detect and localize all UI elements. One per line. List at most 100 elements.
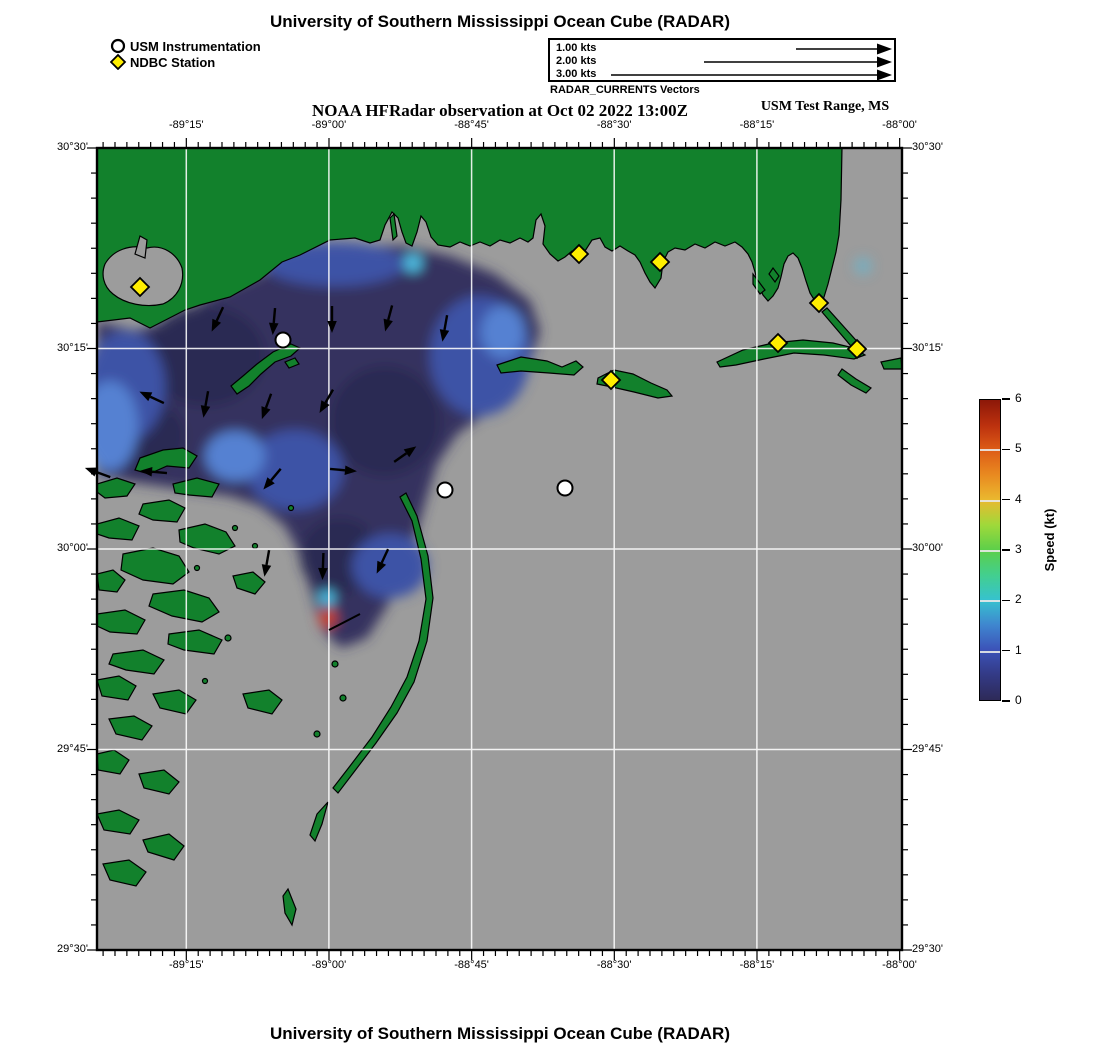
ndbc-station-marker xyxy=(129,276,151,298)
usm-instrumentation-marker xyxy=(274,331,292,349)
usm-instrumentation-marker xyxy=(436,481,454,499)
marsh xyxy=(232,571,266,595)
ndbc-station-marker xyxy=(767,332,789,354)
colorbar-tick xyxy=(1002,549,1010,551)
usm-instrumentation-marker xyxy=(556,479,574,497)
lat-tick-label: 29°45' xyxy=(57,742,88,755)
colorbar-tick xyxy=(1002,398,1010,400)
lat-tick-label: 29°30' xyxy=(912,943,943,955)
colorbar-unit-line xyxy=(980,550,1000,552)
colorbar-tick-label: 2 xyxy=(1015,592,1022,607)
lat-tick-label: 30°15' xyxy=(912,341,943,354)
vector-scale-label: 1.00 kts xyxy=(556,42,597,54)
lon-tick-label: -88°30' xyxy=(596,959,632,971)
current-vector-arrow xyxy=(376,548,390,574)
island xyxy=(284,357,300,369)
marsh xyxy=(102,859,147,887)
ndbc-station-marker xyxy=(649,251,671,273)
marsh-dot xyxy=(224,634,232,642)
current-vector-arrow xyxy=(140,466,168,477)
legend-item-ndbc: NDBC Station xyxy=(110,54,261,70)
colorbar-tick xyxy=(1002,448,1010,451)
marsh-dot xyxy=(193,564,201,572)
marsh xyxy=(167,629,223,655)
lon-tick-label: -89°15' xyxy=(168,959,204,971)
lon-tick-label: -88°00' xyxy=(882,959,917,971)
marsh xyxy=(134,447,198,475)
lon-tick-label: -89°15' xyxy=(168,119,204,131)
current-vector-arrow xyxy=(327,306,337,333)
lat-tick-label: 30°00' xyxy=(912,542,943,554)
marsh xyxy=(138,769,180,795)
vector-scale-label: 3.00 kts xyxy=(556,68,597,80)
map-key: USM Instrumentation NDBC Station xyxy=(110,38,261,70)
marsh xyxy=(108,649,165,675)
marsh xyxy=(97,569,126,593)
radar-speed-overlay xyxy=(97,242,872,648)
lat-tick-label: 30°15' xyxy=(57,341,88,354)
island-arc-fragment xyxy=(282,887,297,927)
colorbar-tick-label: 4 xyxy=(1015,491,1022,506)
current-vector-arrow xyxy=(139,391,165,405)
lon-tick-label: -88°30' xyxy=(596,119,632,131)
delta-bit xyxy=(752,272,766,295)
colorbar-tick-label: 5 xyxy=(1015,441,1022,456)
bay-arm xyxy=(134,235,148,259)
current-vector-arrow xyxy=(263,468,282,490)
lon-tick-label: -88°00' xyxy=(882,119,917,131)
legend-label-usm: USM Instrumentation xyxy=(130,38,261,54)
colorbar-tick xyxy=(1002,498,1010,501)
current-vector-arrow xyxy=(261,393,273,420)
current-vector-arrow xyxy=(268,307,279,335)
island xyxy=(837,368,872,394)
colorbar-unit-line xyxy=(980,449,1000,452)
lon-tick-label: -89°00' xyxy=(311,119,347,131)
ndbc-station-marker xyxy=(568,243,590,265)
marsh xyxy=(152,689,197,715)
marsh xyxy=(97,809,140,835)
lat-tick-label: 29°45' xyxy=(912,742,943,755)
marsh xyxy=(97,609,146,635)
islet xyxy=(331,660,339,668)
lon-tick-label: -88°15' xyxy=(739,959,775,971)
current-vector-arrow xyxy=(200,390,211,418)
land-areas xyxy=(97,148,902,927)
bay-sliver xyxy=(389,212,398,242)
colorbar-unit-line xyxy=(980,650,1000,653)
marsh xyxy=(108,715,153,741)
region-label: USM Test Range, MS xyxy=(760,99,890,114)
observation-subtitle: NOAA HFRadar observation at Oct 02 2022 … xyxy=(311,101,689,120)
colorbar-tick-label: 1 xyxy=(1015,642,1022,657)
marsh xyxy=(142,833,185,861)
ndbc-station-marker xyxy=(600,369,622,391)
legend-label-ndbc: NDBC Station xyxy=(130,54,216,70)
colorbar-tick xyxy=(1002,599,1010,602)
marsh-dot xyxy=(201,677,209,685)
island xyxy=(230,343,302,395)
current-vector-arrow xyxy=(383,305,394,332)
lat-tick-label: 30°00' xyxy=(57,542,88,554)
colorbar-tick-label: 3 xyxy=(1015,542,1022,556)
vector-scale-box: 1.00 kts 2.00 kts 3.00 kts xyxy=(548,38,896,82)
lat-tick-label: 30°30' xyxy=(57,141,88,153)
lat-tick-label: 30°30' xyxy=(912,141,943,153)
marsh-dot xyxy=(251,542,259,550)
island xyxy=(496,356,584,376)
marsh xyxy=(97,675,137,701)
islet xyxy=(339,694,347,702)
current-vector-arrow xyxy=(318,552,328,580)
colorbar-title: Speed (kt) xyxy=(1042,508,1057,572)
vector-scale-label: 2.00 kts xyxy=(556,55,597,67)
marsh xyxy=(172,477,220,498)
map-frame xyxy=(95,146,904,952)
marsh xyxy=(138,499,186,523)
lon-tick-label: -88°45' xyxy=(454,959,489,971)
colorbar-tick xyxy=(1002,700,1010,702)
lat-tick-label: 29°30' xyxy=(57,943,88,955)
current-vector-arrow xyxy=(319,389,335,413)
island-arc-fragment xyxy=(309,801,329,843)
usm-instrumentation-icon xyxy=(110,38,126,54)
long-current-vector xyxy=(328,613,361,631)
map-annotations xyxy=(85,243,868,631)
